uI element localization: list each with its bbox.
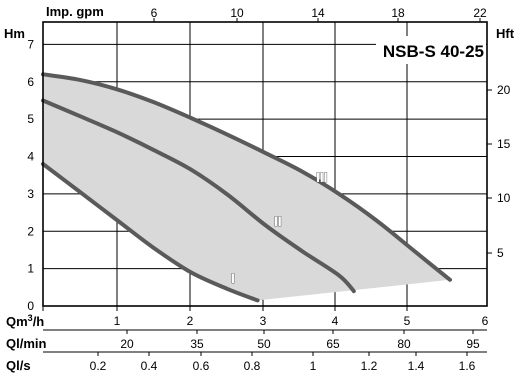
m3h-axis-label-rest: /h (33, 314, 45, 329)
left-tick-2: 2 (27, 224, 34, 238)
top-tick-3: 18 (391, 6, 405, 20)
ls-tick-7: 1.6 (459, 359, 476, 373)
ls-tick-1: 0.4 (141, 359, 158, 373)
top-axis-label: Imp. gpm (46, 4, 104, 19)
curve-I (41, 162, 260, 303)
right-tick-0: 5 (497, 246, 504, 260)
curve-III (41, 72, 452, 282)
left-tick-4: 4 (27, 150, 34, 164)
plot-frame (42, 21, 488, 307)
ls-tick-0: 0.2 (90, 359, 107, 373)
m3h-axis-label: Qm3/h (6, 313, 44, 329)
lmin-tick-5: 95 (466, 337, 480, 351)
left-tick-3: 3 (27, 187, 34, 201)
curves (41, 72, 452, 303)
left-tick-7: 7 (27, 37, 34, 51)
left-tick-6: 6 (27, 75, 34, 89)
curve-label-I: I (231, 270, 235, 286)
m3h-axis-label-sup: 3 (28, 313, 33, 323)
m3h-axis-label-base: Qm (6, 314, 28, 329)
lmin-tick-3: 65 (326, 337, 340, 351)
left-tick-1: 1 (27, 262, 34, 276)
ls-tick-5: 1.2 (361, 359, 378, 373)
curve-label-III: III (316, 169, 328, 185)
operating-region (43, 74, 450, 301)
top-tick-2: 14 (311, 6, 325, 20)
lmin-tick-1: 35 (190, 337, 204, 351)
top-tick-4: 22 (473, 6, 487, 20)
left-axis-label: Hm (4, 26, 25, 41)
m3h-tick-5: 6 (482, 314, 489, 328)
left-tick-5: 5 (27, 112, 34, 126)
m3h-tick-1: 2 (187, 314, 194, 328)
ls-axis-ticks: 0.2 0.4 0.6 0.8 1 1.2 1.4 1.6 (90, 352, 476, 373)
left-tick-0: 0 (27, 299, 34, 313)
lmin-tick-2: 50 (257, 337, 271, 351)
right-tick-1: 10 (497, 191, 511, 205)
ls-tick-2: 0.6 (193, 359, 210, 373)
m3h-tick-0: 1 (114, 314, 121, 328)
m3h-tick-2: 3 (260, 314, 267, 328)
right-axis-label: Hft (496, 26, 515, 41)
right-tick-2: 15 (497, 137, 511, 151)
right-axis-ticks: 5 10 15 20 (487, 83, 511, 260)
lmin-tick-4: 80 (397, 337, 411, 351)
m3h-tick-4: 5 (404, 314, 411, 328)
top-tick-1: 10 (230, 6, 244, 20)
title-box (376, 36, 486, 64)
top-tick-0: 6 (151, 6, 158, 20)
ls-tick-4: 1 (310, 359, 317, 373)
ls-tick-6: 1.4 (408, 359, 425, 373)
lmin-axis-label: Ql/min (6, 336, 47, 351)
ls-axis-label: Ql/s (6, 358, 31, 373)
lmin-axis-ticks: 20 35 50 65 80 95 (120, 330, 480, 351)
m3h-tick-3: 4 (332, 314, 339, 328)
curve-II (41, 98, 356, 294)
lmin-tick-0: 20 (120, 337, 134, 351)
curve-label-II: II (274, 213, 282, 229)
right-tick-3: 20 (497, 83, 511, 97)
ls-tick-3: 0.8 (244, 359, 261, 373)
left-axis-ticks: 0 1 2 3 4 5 6 7 (27, 37, 34, 313)
top-axis-ticks: 6 10 14 18 22 (151, 6, 487, 22)
m3h-axis-ticks: 1 2 3 4 5 6 (42, 306, 489, 328)
chart-title: NSB-S 40-25 (383, 42, 484, 61)
